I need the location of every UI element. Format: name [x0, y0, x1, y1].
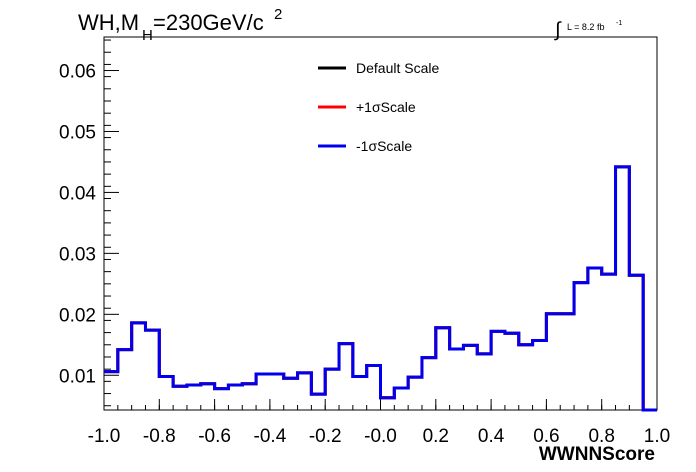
x-tick-label: -0.4 — [254, 426, 287, 447]
chart-title: WH,M H =230GeV/c 2 — [78, 6, 282, 44]
y-tick-label: 0.03 — [59, 244, 96, 265]
lumi-superscript: -1 — [616, 20, 622, 27]
x-tick-label: -1.0 — [88, 426, 121, 447]
x-tick-label: -0.6 — [198, 426, 231, 447]
series-layer — [104, 165, 657, 412]
legend-label: +1σScale — [356, 99, 416, 115]
x-tick-label: 0.4 — [478, 426, 505, 447]
x-axis: -1.0 -0.8 -0.6 -0.4 -0.2 -0.0 0.2 0.4 0.6 0.8 1.0 — [88, 399, 670, 447]
y-axis: 0.01 0.02 0.03 0.04 0.05 0.06 — [59, 39, 119, 407]
y-tick-label: 0.01 — [59, 366, 96, 387]
title-main: WH,M — [78, 10, 139, 35]
x-axis-label: WWNNScore — [539, 444, 655, 465]
x-tick-label: -0.2 — [309, 426, 342, 447]
y-tick-label: 0.06 — [59, 62, 96, 83]
luminosity-label: ∫ L = 8.2 fb -1 — [554, 19, 622, 41]
x-tick-label: -0.8 — [143, 426, 176, 447]
y-tick-label: 0.05 — [59, 122, 96, 143]
title-superscript: 2 — [274, 6, 282, 23]
x-tick-label: 0.8 — [588, 426, 614, 447]
legend-label: Default Scale — [356, 60, 439, 76]
plot-frame — [103, 36, 658, 411]
x-tick-label: -0.0 — [364, 426, 397, 447]
legend-label: -1σScale — [356, 138, 412, 154]
legend: Default Scale +1σScale -1σScale — [318, 60, 439, 154]
title-subscript: H — [142, 27, 153, 44]
y-tick-label: 0.04 — [59, 183, 96, 204]
lumi-integral-sign: ∫ — [554, 19, 562, 41]
y-tick-label: 0.02 — [59, 305, 96, 326]
title-rest: =230GeV/c — [153, 10, 264, 35]
x-tick-label: 0.2 — [423, 426, 449, 447]
series-line-2 — [104, 165, 657, 412]
x-tick-label: 1.0 — [644, 426, 670, 447]
x-tick-label: 0.6 — [533, 426, 559, 447]
lumi-value: L = 8.2 fb — [567, 22, 604, 32]
